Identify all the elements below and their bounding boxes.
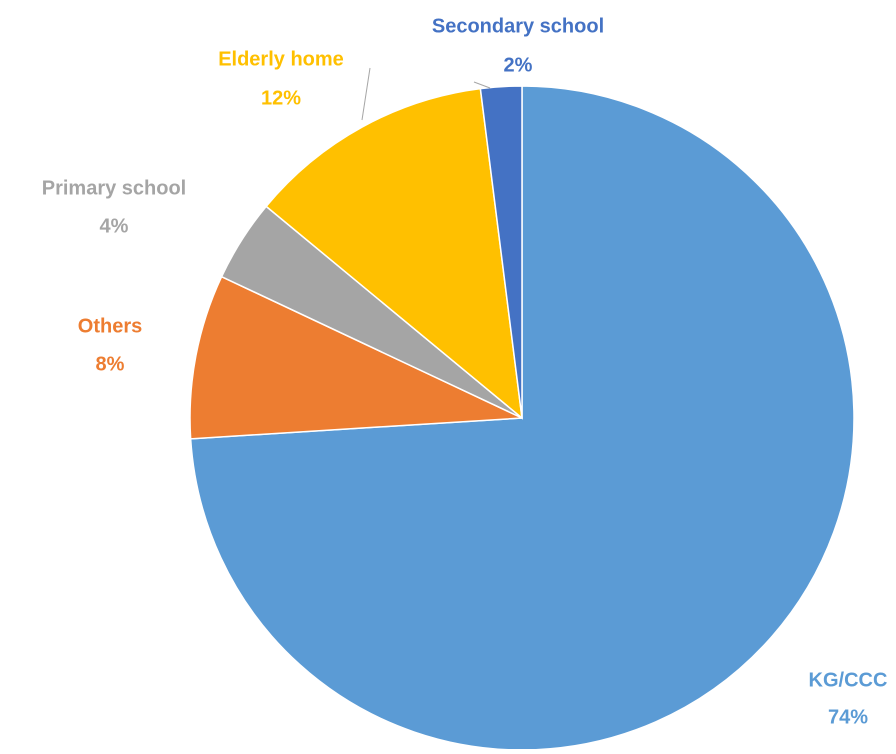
pie: [189, 85, 855, 751]
pie-slice: [189, 275, 523, 440]
pie-slice: [265, 87, 523, 420]
label-name: Secondary school: [432, 15, 604, 37]
data-labels: KG/CCC 74% Others 8% Primary school 4% Elderly…: [42, 15, 888, 728]
leader-line: [361, 67, 371, 121]
label-value: 12%: [261, 87, 301, 109]
leader-line: [473, 81, 491, 89]
label-name: Elderly home: [218, 48, 344, 70]
label-value: 2%: [504, 54, 533, 76]
label-value: 74%: [828, 706, 868, 728]
label-name: KG/CCC: [809, 669, 888, 691]
label-value: 4%: [100, 215, 129, 237]
label-name: Others: [78, 315, 142, 337]
pie-slice: [479, 85, 523, 419]
label-name: Primary school: [42, 177, 187, 199]
label-value: 8%: [96, 353, 125, 375]
